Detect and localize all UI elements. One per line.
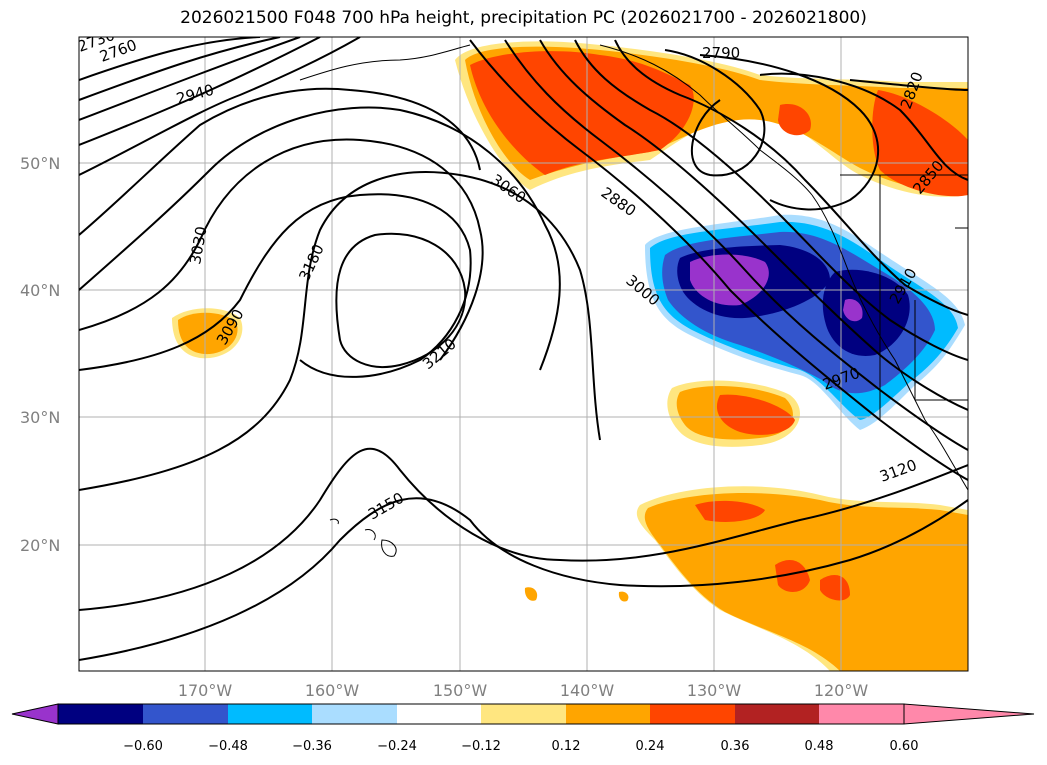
- latitude-labels: 50°N 40°N 30°N 20°N: [20, 154, 60, 555]
- lon-label-120w: 120°W: [814, 681, 869, 700]
- precip-pos-south-red-3: [820, 575, 850, 601]
- colorbar-extend-left: [11, 703, 59, 725]
- precip-pos-islet-2: [618, 591, 629, 602]
- lat-label-20n: 20°N: [20, 536, 60, 555]
- coastlines: [299, 44, 968, 557]
- plot-frame: [78, 36, 969, 672]
- contour-label-2790: 2790: [702, 44, 740, 62]
- precip-pos-south-red-2: [775, 560, 810, 592]
- colorbar-segment-2: [143, 704, 228, 724]
- colorbar-segment-8: [650, 704, 735, 724]
- longitude-labels: 170°W 160°W 150°W 140°W 130°W 120°W: [178, 681, 869, 700]
- colorbar-tick: −0.48: [208, 739, 248, 754]
- colorbar: −0.60 −0.48 −0.36 −0.24 −0.12 0.12 0.24 …: [11, 703, 1035, 754]
- precip-positive-shading: [172, 41, 968, 671]
- precip-pos-south-red-1: [695, 500, 765, 522]
- colorbar-segment-4: [312, 704, 397, 724]
- colorbar-tick: −0.60: [123, 739, 163, 754]
- colorbar-segment-7: [566, 704, 650, 724]
- precip-negative-shading: [645, 214, 965, 430]
- precip-pos-ne-red: [872, 90, 968, 197]
- colorbar-tick: 0.48: [805, 739, 834, 754]
- colorbar-frame: [57, 703, 905, 725]
- figure-title: 2026021500 F048 700 hPa height, precipit…: [180, 8, 867, 28]
- colorbar-ticks: −0.60 −0.48 −0.36 −0.24 −0.12 0.12 0.24 …: [123, 739, 918, 754]
- colorbar-tick: −0.12: [461, 739, 501, 754]
- precip-pos-north-red: [470, 51, 694, 175]
- lat-label-50n: 50°N: [20, 154, 60, 173]
- lon-label-130w: 130°W: [687, 681, 742, 700]
- colorbar-segment-1: [58, 704, 143, 724]
- precip-pos-west-orange: [178, 312, 238, 355]
- colorbar-tick: 0.24: [636, 739, 665, 754]
- colorbar-tick: 0.12: [552, 739, 581, 754]
- height-contours: [79, 37, 968, 661]
- lon-label-160w: 160°W: [305, 681, 360, 700]
- precip-neg-navy-2: [822, 269, 910, 356]
- lon-label-170w: 170°W: [178, 681, 233, 700]
- colorbar-segment-3: [228, 704, 312, 724]
- colorbar-tick: −0.24: [377, 739, 417, 754]
- gridlines: [79, 37, 968, 671]
- colorbar-segment-6: [481, 704, 566, 724]
- lon-label-150w: 150°W: [433, 681, 488, 700]
- lon-label-140w: 140°W: [560, 681, 615, 700]
- colorbar-extend-right: [903, 703, 1035, 725]
- colorbar-tick: 0.36: [721, 739, 750, 754]
- colorbar-tick: −0.36: [292, 739, 332, 754]
- precip-pos-ne-spot: [778, 104, 811, 136]
- precip-pos-mid-red: [716, 394, 795, 435]
- lat-label-30n: 30°N: [20, 408, 60, 427]
- lat-label-40n: 40°N: [20, 281, 60, 300]
- colorbar-tick: 0.60: [890, 739, 919, 754]
- colorbar-segment-9: [735, 704, 819, 724]
- precip-pos-islet-1: [524, 587, 538, 601]
- precip-neg-purple-2: [843, 299, 863, 322]
- colorbar-segment-10: [819, 704, 904, 724]
- colorbar-segment-5: [397, 704, 481, 724]
